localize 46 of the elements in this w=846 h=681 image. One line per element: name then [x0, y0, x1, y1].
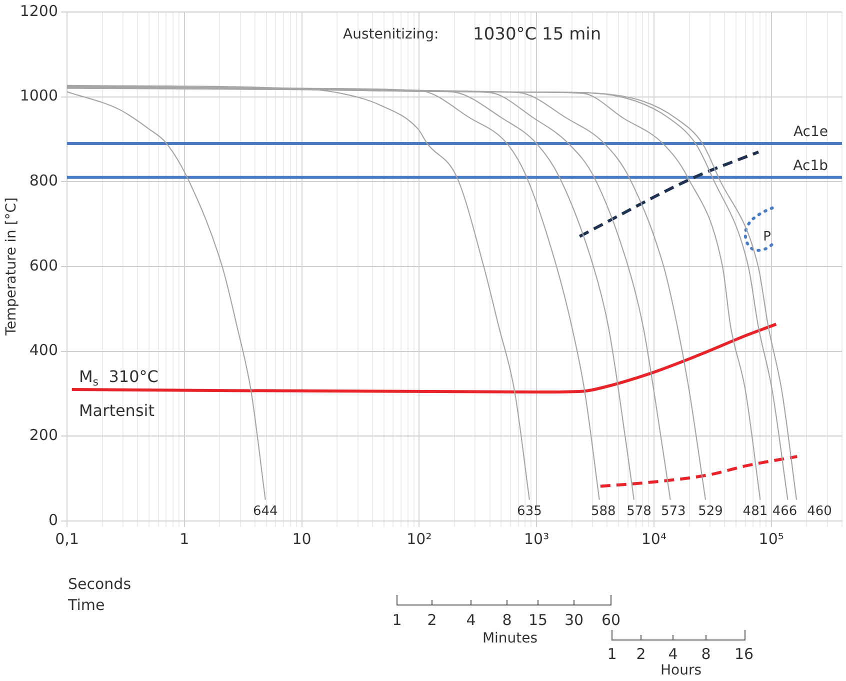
text: 1 — [392, 610, 402, 629]
text: 60 — [601, 610, 621, 629]
x-tick-label: 10⁴ — [641, 530, 666, 548]
x-tick-label: 10⁵ — [758, 530, 784, 548]
y-tick-label: 800 — [29, 172, 58, 190]
x-tick-label: 10³ — [524, 530, 550, 548]
ref-line-label: Ac1e — [793, 124, 828, 140]
text: 4 — [668, 644, 678, 663]
series-label: 578 — [626, 504, 652, 520]
text: 2 — [636, 644, 646, 663]
annotation: Austenitizing: — [343, 26, 439, 43]
annotation: 1030°C 15 min — [473, 24, 602, 44]
series-label: 644 — [252, 504, 278, 520]
text: Hours — [660, 662, 702, 679]
ref-line-label: Ac1b — [793, 158, 828, 174]
y-tick-label: 600 — [29, 256, 58, 274]
text: 15 — [528, 610, 548, 629]
series-label: 466 — [772, 504, 798, 520]
x-tick-label: 1 — [180, 530, 190, 548]
annotation: P — [763, 229, 772, 244]
text: 30 — [564, 610, 584, 629]
y-tick-label: 200 — [29, 426, 58, 444]
y-axis-title: Temperature in [°C] — [4, 197, 20, 337]
text: 2 — [427, 610, 437, 629]
text: 16 — [734, 644, 754, 663]
text: 8 — [701, 644, 711, 663]
y-tick-label: 400 — [29, 341, 58, 360]
x-tick-label: 10 — [292, 530, 312, 548]
series-label: 573 — [660, 504, 686, 520]
x-tick-label: 0,1 — [55, 530, 79, 548]
text: Minutes — [482, 630, 538, 647]
y-tick-label: 0 — [48, 510, 58, 529]
series-label: 529 — [698, 504, 723, 520]
x-axis-title: Time — [67, 596, 105, 614]
y-tick-label: 1200 — [20, 2, 58, 20]
series-label: 588 — [590, 504, 616, 520]
text: 8 — [502, 610, 512, 629]
text: Seconds — [68, 574, 132, 593]
x-tick-label: 10² — [406, 530, 432, 548]
series-label: 481 — [742, 504, 768, 520]
annotation: Martensit — [79, 401, 154, 420]
series-label: 460 — [807, 504, 832, 520]
series-label: 635 — [517, 504, 542, 520]
text: 1 — [607, 644, 617, 663]
y-tick-label: 1000 — [20, 86, 58, 105]
text: 4 — [466, 610, 476, 629]
